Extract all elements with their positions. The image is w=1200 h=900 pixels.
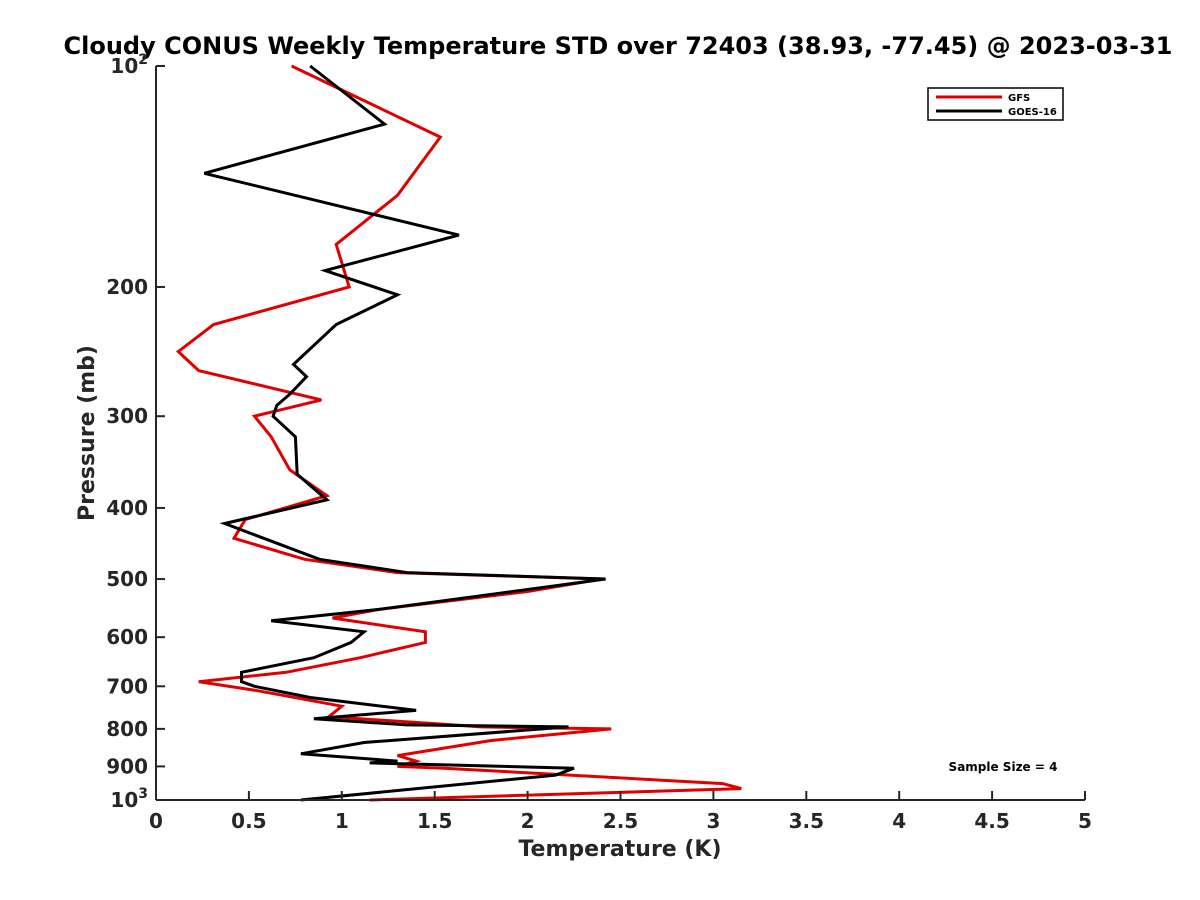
sample-size-annotation: Sample Size = 4 [949, 760, 1058, 774]
y-tick-label: 200 [106, 275, 148, 299]
x-tick-label: 2 [521, 809, 535, 833]
y-tick-label: 900 [106, 754, 148, 778]
x-tick-label: 3.5 [789, 809, 824, 833]
series-line-gfs [175, 64, 742, 802]
y-tick-label: 300 [106, 404, 148, 428]
chart-title: Cloudy CONUS Weekly Temperature STD over… [64, 32, 1173, 60]
legend-box [927, 87, 1064, 121]
x-tick-label: 3 [706, 809, 720, 833]
x-tick-label: 0 [149, 809, 163, 833]
x-tick-label: 4 [892, 809, 906, 833]
x-tick-label: 5 [1078, 809, 1092, 833]
x-axis-label: Temperature (K) [518, 837, 721, 862]
x-tick-label: 2.5 [603, 809, 638, 833]
y-tick-label: 102 [110, 52, 148, 78]
axes-layer [155, 66, 1085, 801]
y-axis-ticks: 102 200 300 400 500 600 700 800 900 103 [106, 52, 165, 812]
x-tick-label: 0.5 [231, 809, 266, 833]
y-axis-label: Pressure (mb) [75, 345, 100, 521]
legend-label-goes-16: GOES-16 [1008, 107, 1057, 118]
y-tick-label: 800 [106, 717, 148, 741]
legend-label-gfs: GFS [1008, 93, 1030, 104]
y-tick-label: 700 [106, 674, 148, 698]
x-tick-label: 1.5 [417, 809, 452, 833]
legend: GFS GOES-16 [927, 87, 1064, 121]
y-tick-label: 400 [106, 496, 148, 520]
y-tick-label: 600 [106, 625, 148, 649]
y-tick-label: 103 [110, 786, 148, 812]
x-tick-label: 4.5 [974, 809, 1009, 833]
y-tick-label: 500 [106, 567, 148, 591]
x-axis-ticks: 0 0.5 1 1.5 2 2.5 3 3.5 4 4.5 5 [149, 791, 1092, 833]
x-tick-label: 1 [335, 809, 349, 833]
series-line-goes-16 [203, 64, 606, 802]
series-layer [175, 64, 742, 802]
